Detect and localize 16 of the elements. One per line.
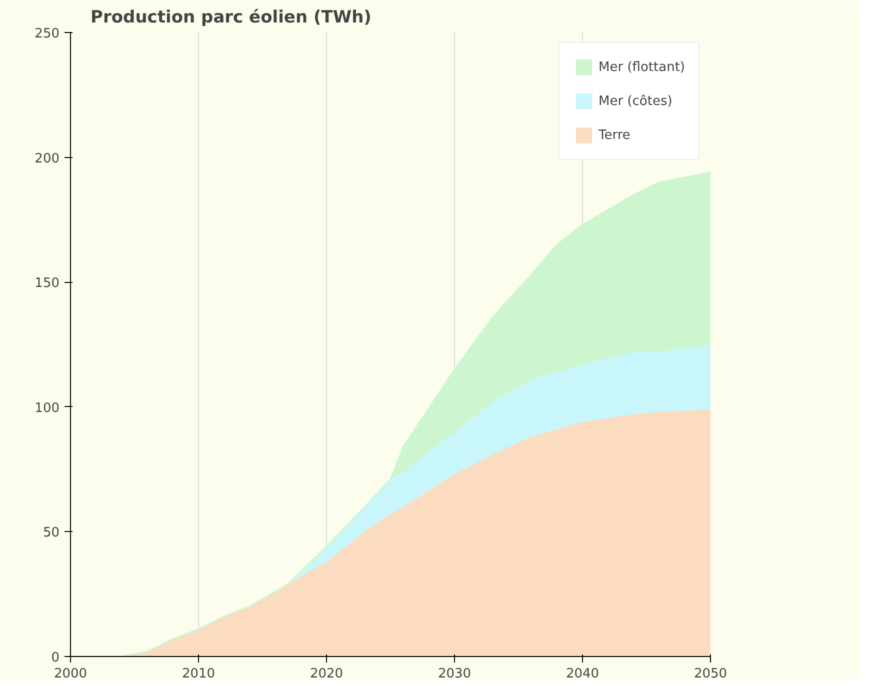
legend-label: Mer (côtes) [598,94,672,108]
legend-label: Mer (flottant) [598,60,685,74]
y-tick-label: 150 [34,276,60,292]
x-tick-label: 2050 [694,666,728,682]
x-tick-label: 2010 [182,666,216,682]
y-tick-label: 0 [51,650,60,666]
y-tick-label: 50 [42,526,60,541]
y-tick-label: 200 [34,151,60,166]
chart-title: Production parc éolien (TWh) [90,8,372,28]
x-tick-label: 2000 [54,666,88,682]
y-tick-label: 250 [34,26,60,42]
y-tick-label: 100 [34,400,60,416]
legend-label: Terre [598,128,630,142]
x-tick-label: 2030 [438,666,472,682]
x-tick-label: 2040 [566,666,600,682]
x-tick-label: 2020 [310,666,344,682]
